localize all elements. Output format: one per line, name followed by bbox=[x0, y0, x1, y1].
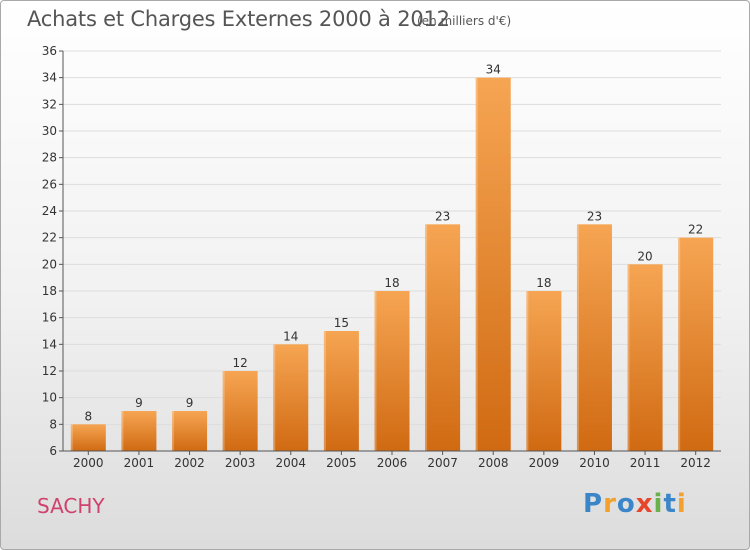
chart-title: Achats et Charges Externes 2000 à 2012 bbox=[27, 7, 450, 31]
data-label: 9 bbox=[135, 396, 143, 410]
bar-highlight bbox=[273, 344, 276, 451]
bar-highlight bbox=[172, 411, 175, 451]
bar-highlight bbox=[475, 77, 478, 452]
bar-highlight bbox=[121, 411, 124, 451]
axes bbox=[59, 50, 721, 455]
y-tick-label: 8 bbox=[49, 417, 57, 431]
y-tick-label: 16 bbox=[42, 311, 57, 325]
bar-2006 bbox=[374, 291, 410, 451]
logo-letter: x bbox=[635, 489, 654, 519]
x-tick-label: 2007 bbox=[427, 456, 458, 470]
x-tick-label: 2001 bbox=[124, 456, 155, 470]
y-tick-label: 22 bbox=[42, 231, 57, 245]
bar-2002 bbox=[172, 411, 208, 451]
chart-subtitle: (en milliers d'€) bbox=[417, 14, 512, 28]
city-name: SACHY bbox=[37, 494, 105, 518]
bar-2004 bbox=[273, 344, 309, 451]
bar-2008 bbox=[475, 77, 511, 452]
y-tick-label: 10 bbox=[42, 391, 57, 405]
y-tick-label: 20 bbox=[42, 257, 57, 271]
y-tick-label: 34 bbox=[42, 71, 57, 85]
logo-letter: r bbox=[603, 489, 617, 519]
x-tick-label: 2004 bbox=[275, 456, 306, 470]
data-label: 22 bbox=[688, 223, 703, 237]
bars bbox=[70, 77, 714, 452]
data-label: 12 bbox=[233, 356, 248, 370]
bar-highlight bbox=[222, 371, 225, 451]
logo-letter: i bbox=[676, 489, 687, 519]
bar-highlight bbox=[576, 224, 579, 451]
logo-letter: P bbox=[583, 489, 604, 519]
x-tick-label: 2003 bbox=[225, 456, 256, 470]
bar-highlight bbox=[425, 224, 428, 451]
y-tick-label: 26 bbox=[42, 177, 57, 191]
bar-highlight bbox=[627, 264, 630, 451]
data-label: 34 bbox=[486, 63, 501, 77]
bar-highlight bbox=[526, 291, 529, 451]
bar-2011 bbox=[627, 264, 663, 451]
y-tick-label: 18 bbox=[42, 284, 57, 298]
x-tick-label: 2011 bbox=[630, 456, 661, 470]
bar-highlight bbox=[678, 237, 681, 451]
x-tick-label: 2006 bbox=[377, 456, 408, 470]
x-tick-label: 2012 bbox=[680, 456, 711, 470]
bar-highlight bbox=[70, 424, 73, 451]
proxiti-logo: Proxiti bbox=[583, 489, 687, 519]
y-tick-label: 30 bbox=[42, 124, 57, 138]
bar-2005 bbox=[323, 331, 359, 451]
data-label: 9 bbox=[186, 396, 194, 410]
bar-2001 bbox=[121, 411, 157, 451]
y-tick-label: 36 bbox=[42, 44, 57, 58]
y-tick-label: 24 bbox=[42, 204, 57, 218]
y-tick-label: 12 bbox=[42, 364, 57, 378]
x-tick-label: 2009 bbox=[529, 456, 560, 470]
x-tick-label: 2000 bbox=[73, 456, 104, 470]
data-label: 23 bbox=[435, 209, 450, 223]
data-label: 15 bbox=[334, 316, 349, 330]
bar-2009 bbox=[526, 291, 562, 451]
x-tick-label: 2008 bbox=[478, 456, 509, 470]
logo-letter: t bbox=[663, 489, 677, 519]
y-tick-label: 6 bbox=[49, 444, 57, 458]
y-tick-label: 14 bbox=[42, 337, 57, 351]
bar-2012 bbox=[678, 237, 714, 451]
bar-2003 bbox=[222, 371, 258, 451]
logo-letter: i bbox=[653, 489, 664, 519]
x-tick-label: 2002 bbox=[174, 456, 205, 470]
data-label: 20 bbox=[637, 249, 652, 263]
bar-highlight bbox=[374, 291, 377, 451]
data-label: 8 bbox=[84, 409, 92, 423]
x-tick-label: 2005 bbox=[326, 456, 357, 470]
y-tick-label: 32 bbox=[42, 97, 57, 111]
bar-highlight bbox=[323, 331, 326, 451]
data-label: 23 bbox=[587, 209, 602, 223]
bar-2010 bbox=[576, 224, 612, 451]
bar-2000 bbox=[70, 424, 106, 451]
y-tick-label: 28 bbox=[42, 151, 57, 165]
labels: 6 8 10 12 14 16 18 20 22 24 26 28 30 32 34 36 2000 8 2001 9… bbox=[42, 44, 711, 470]
bar-2007 bbox=[425, 224, 461, 451]
data-label: 14 bbox=[283, 329, 298, 343]
data-label: 18 bbox=[536, 276, 551, 290]
logo-letter: o bbox=[616, 489, 636, 519]
x-tick-label: 2010 bbox=[579, 456, 610, 470]
data-label: 18 bbox=[384, 276, 399, 290]
